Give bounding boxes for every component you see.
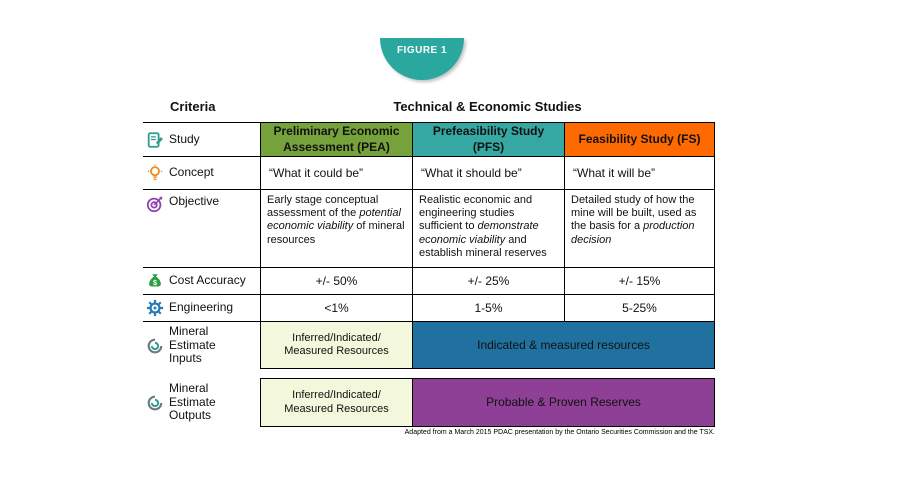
criteria-label: Objective: [169, 194, 220, 208]
table-headings: Criteria Technical & Economic Studies: [143, 99, 715, 114]
engineering-cell-fs: 5-25%: [564, 295, 715, 322]
mineral-outputs-merged-cell: Probable & Proven Reserves: [412, 378, 715, 427]
lightbulb-icon: [146, 164, 164, 182]
criteria-label: Study: [169, 131, 200, 146]
dollar-glyph: $: [153, 278, 157, 287]
objective-emphasis: production decision: [571, 220, 695, 246]
criteria-label: Engineering: [169, 300, 234, 315]
objective-text: Realistic economic and engineering studi…: [419, 194, 533, 233]
engineering-cell-pfs: 1-5%: [412, 295, 564, 322]
concept-cell-fs: “What it will be”: [564, 157, 715, 190]
row-label-engineering: Engineering: [143, 295, 260, 322]
criteria-heading: Criteria: [170, 99, 216, 114]
concept-cell-pea: “What it could be”: [260, 157, 412, 190]
row-gap: [143, 369, 715, 378]
column-header-fs: Feasibility Study (FS): [564, 122, 715, 157]
figure-badge: FIGURE 1: [380, 38, 464, 80]
money-bag-icon: $: [146, 272, 164, 290]
cost-cell-pea: +/- 50%: [260, 268, 412, 295]
objective-text: of mineral resources: [267, 220, 405, 246]
criteria-label: Mineral Estimate Outputs: [169, 380, 216, 423]
row-label-concept: Concept: [143, 157, 260, 190]
criteria-label: Cost Accuracy: [169, 273, 246, 288]
target-icon: [146, 195, 164, 213]
mineral-swirl-icon: [146, 394, 164, 412]
column-header-pea: Preliminary Economic Assessment (PEA): [260, 122, 412, 157]
objective-emphasis: potential economic viability: [267, 207, 401, 233]
mineral-inputs-cell-pea: Inferred/Indicated/ Measured Resources: [260, 322, 412, 369]
row-label-objective: Objective: [143, 190, 260, 268]
gear-icon: [146, 299, 164, 317]
column-header-pfs: Prefeasibility Study (PFS): [412, 122, 564, 157]
objective-emphasis: demonstrate economic viability: [419, 220, 539, 246]
mineral-outputs-cell-pea: Inferred/Indicated/ Measured Resources: [260, 378, 412, 427]
row-label-mineral-outputs: Mineral Estimate Outputs: [143, 378, 260, 427]
study-icon: [146, 131, 164, 149]
criteria-label: Mineral Estimate Inputs: [169, 323, 216, 366]
objective-text: Detailed study of how the mine will be b…: [571, 194, 697, 233]
row-label-cost-accuracy: $ Cost Accuracy: [143, 268, 260, 295]
objective-text: and establish mineral reserves: [419, 233, 547, 259]
concept-cell-pfs: “What it should be”: [412, 157, 564, 190]
row-label-study: Study: [143, 122, 260, 157]
studies-heading: Technical & Economic Studies: [393, 99, 582, 114]
mineral-swirl-icon: [146, 337, 164, 355]
cost-cell-fs: +/- 15%: [564, 268, 715, 295]
objective-cell-pea: Early stage conceptual assessment of the…: [260, 190, 412, 268]
objective-text: Early stage conceptual assessment of the: [267, 194, 379, 220]
studies-table: Study Preliminary Economic Assessment (P…: [143, 122, 715, 427]
engineering-cell-pea: <1%: [260, 295, 412, 322]
source-footnote: Adapted from a March 2015 PDAC presentat…: [404, 429, 715, 436]
figure-badge-label: FIGURE 1: [396, 45, 448, 56]
row-label-mineral-inputs: Mineral Estimate Inputs: [143, 322, 260, 369]
mineral-inputs-merged-cell: Indicated & measured resources: [412, 322, 715, 369]
objective-cell-fs: Detailed study of how the mine will be b…: [564, 190, 715, 268]
criteria-label: Concept: [169, 165, 214, 180]
objective-cell-pfs: Realistic economic and engineering studi…: [412, 190, 564, 268]
cost-cell-pfs: +/- 25%: [412, 268, 564, 295]
